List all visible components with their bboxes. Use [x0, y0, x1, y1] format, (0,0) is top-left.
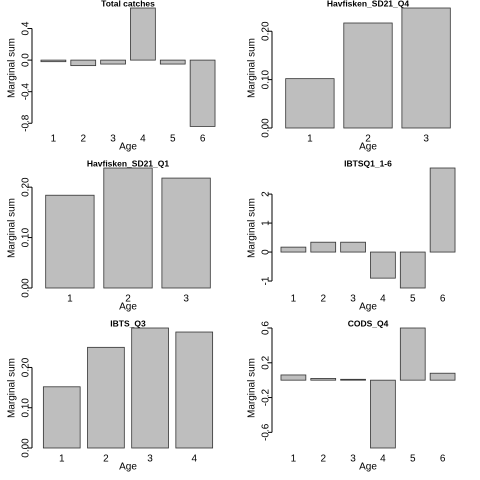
x-tick-label: 1: [291, 454, 297, 465]
y-axis-label: Marginal sum: [7, 198, 18, 258]
bar: [310, 241, 337, 253]
y-axis-label: Marginal sum: [247, 38, 258, 98]
y-axis-label: Marginal sum: [7, 358, 18, 418]
x-tick-label: 1: [67, 294, 73, 305]
bar: [399, 251, 426, 289]
x-tick-label: 5: [410, 454, 416, 465]
x-tick-label: 1: [291, 294, 297, 305]
x-tick-label: 4: [380, 454, 386, 465]
bar: [131, 327, 169, 449]
panel-title: Havfisken_SD21_Q4: [327, 0, 409, 8]
y-tick-label: -1: [261, 276, 272, 285]
y-axis-label: Marginal sum: [247, 358, 258, 418]
x-tick-label: 1: [51, 134, 57, 145]
bar: [189, 59, 216, 127]
bar: [310, 378, 337, 381]
y-tick-label: 0.10: [21, 227, 32, 247]
y-tick-label: 0.00: [21, 438, 32, 458]
x-tick-label: 3: [350, 294, 356, 305]
y-tick-label: 0.00: [261, 118, 272, 138]
bar: [399, 327, 426, 381]
bar: [100, 59, 126, 65]
x-tick-label: 2: [320, 454, 326, 465]
y-tick-label: 2: [261, 191, 272, 197]
x-tick-label: 5: [410, 294, 416, 305]
y-tick-label: 0.4: [21, 21, 32, 35]
x-tick-label: 2: [320, 294, 326, 305]
y-tick-label: -0.4: [21, 83, 32, 101]
y-tick-label: 0.20: [21, 357, 32, 377]
x-tick-label: 3: [423, 134, 429, 145]
x-tick-label: 2: [125, 294, 131, 305]
x-tick-label: 3: [350, 454, 356, 465]
x-tick-label: 2: [365, 134, 371, 145]
x-tick-label: 6: [440, 454, 446, 465]
bar: [401, 7, 451, 129]
x-tick-label: 4: [380, 294, 386, 305]
x-axis-label: Age: [359, 142, 377, 153]
x-axis-label: Age: [119, 142, 137, 153]
x-tick-label: 1: [59, 454, 65, 465]
bar: [42, 386, 81, 449]
x-tick-label: 6: [440, 294, 446, 305]
y-tick-label: -0.6: [261, 423, 272, 441]
panel-title: IBTS_Q3: [110, 318, 146, 328]
bar: [87, 346, 125, 449]
bar: [285, 78, 335, 129]
bar: [429, 167, 456, 253]
x-tick-label: 3: [147, 454, 153, 465]
x-tick-label: 2: [103, 454, 109, 465]
y-axis-label: Marginal sum: [7, 38, 18, 98]
y-axis-label: Marginal sum: [247, 198, 258, 258]
x-axis-label: Age: [359, 302, 377, 313]
bar: [280, 246, 307, 253]
bar: [175, 331, 214, 449]
x-tick-label: 2: [80, 134, 86, 145]
y-tick-label: 0.10: [21, 398, 32, 418]
y-tick-label: 0.2: [261, 355, 272, 369]
x-tick-label: 5: [170, 134, 176, 145]
panel-title: Total catches: [101, 0, 155, 8]
y-tick-label: -0.2: [261, 389, 272, 407]
bar: [280, 374, 307, 381]
y-tick-label: 0.6: [261, 321, 272, 335]
panel-title: IBTSQ1_1-6: [344, 158, 392, 168]
y-tick-label: 0.10: [261, 69, 272, 89]
bar: [429, 372, 456, 381]
bar: [161, 177, 211, 289]
y-tick-label: 0: [261, 249, 272, 255]
y-tick-label: -0.8: [21, 114, 32, 132]
x-tick-label: 3: [183, 294, 189, 305]
bar: [45, 194, 95, 289]
bar: [343, 22, 393, 129]
x-tick-label: 4: [191, 454, 197, 465]
bar: [40, 59, 67, 63]
bar: [340, 378, 366, 381]
x-tick-label: 1: [307, 134, 313, 145]
x-axis-label: Age: [359, 462, 377, 473]
bar: [370, 379, 396, 449]
bar: [370, 251, 396, 279]
y-tick-label: 0.20: [21, 177, 32, 197]
bar: [159, 59, 186, 65]
x-tick-label: 4: [140, 134, 146, 145]
bar: [70, 59, 97, 67]
panel-title: CODS_Q4: [348, 318, 389, 328]
bar: [130, 7, 156, 61]
bar: [103, 167, 153, 289]
y-tick-label: 1: [261, 220, 272, 226]
x-tick-label: 3: [110, 134, 116, 145]
y-tick-label: 0.0: [21, 53, 32, 67]
y-tick-label: 0.20: [261, 21, 272, 41]
x-axis-label: Age: [119, 462, 137, 473]
panel-title: Havfisken_SD21_Q1: [87, 158, 169, 168]
x-tick-label: 6: [200, 134, 206, 145]
bar: [340, 241, 366, 253]
x-axis-label: Age: [119, 302, 137, 313]
y-tick-label: 0.00: [21, 278, 32, 298]
